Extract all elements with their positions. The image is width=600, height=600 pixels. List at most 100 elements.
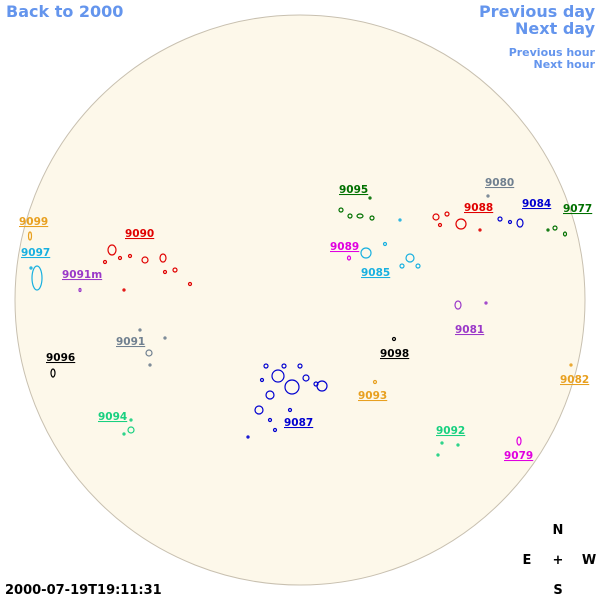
- region-label[interactable]: 9096: [46, 352, 75, 364]
- sunspot: [267, 417, 273, 423]
- sunspot: [382, 241, 388, 247]
- region-label[interactable]: 9098: [380, 348, 409, 360]
- sunspot: [569, 363, 573, 367]
- sunspot: [478, 228, 482, 232]
- sunspot: [172, 267, 178, 273]
- region-label[interactable]: 9093: [358, 390, 387, 402]
- region-label[interactable]: 9085: [361, 267, 390, 279]
- timestamp: 2000-07-19T19:11:31: [5, 583, 162, 598]
- sunspot: [145, 349, 153, 357]
- sunspot: [129, 418, 133, 422]
- sunspot: [78, 287, 82, 293]
- region-label[interactable]: 9081: [455, 324, 484, 336]
- sunspot: [436, 453, 440, 457]
- sunspot: [302, 374, 310, 382]
- sunspot: [107, 244, 117, 256]
- region-label[interactable]: 9089: [330, 241, 359, 253]
- region-label[interactable]: 9079: [504, 450, 533, 462]
- sunspot: [437, 222, 443, 228]
- sunspot: [405, 253, 415, 263]
- region-label[interactable]: 9091: [116, 336, 145, 348]
- sunspot: [187, 281, 193, 287]
- sunspot: [159, 253, 167, 263]
- sunspot: [148, 363, 152, 367]
- sunspot: [369, 215, 375, 221]
- region-label[interactable]: 9080: [485, 177, 514, 189]
- sunspot: [454, 300, 462, 310]
- sunspot: [372, 379, 378, 385]
- sunspot: [29, 266, 33, 270]
- sunspot: [360, 247, 372, 259]
- sunspot: [271, 369, 285, 383]
- sunspot: [122, 288, 126, 292]
- sunspot: [440, 441, 444, 445]
- previous-day-link[interactable]: Previous day: [479, 2, 596, 21]
- sunspot: [254, 405, 264, 415]
- region-label[interactable]: 9090: [125, 228, 154, 240]
- sunspot: [50, 368, 56, 378]
- compass-center: +: [553, 553, 564, 568]
- sunspot: [444, 211, 450, 217]
- sunspot: [297, 363, 303, 369]
- sunspot: [127, 253, 133, 259]
- compass-south: S: [553, 583, 562, 598]
- sunspot: [398, 218, 402, 222]
- sunspot: [141, 256, 149, 264]
- sunspot: [368, 196, 372, 200]
- region-label[interactable]: 9094: [98, 411, 127, 423]
- sunspot: [127, 426, 135, 434]
- sunspot: [313, 381, 319, 387]
- region-label[interactable]: 9088: [464, 202, 493, 214]
- back-link[interactable]: Back to 2000: [6, 2, 123, 21]
- region-label[interactable]: 9092: [436, 425, 465, 437]
- sunspot: [259, 377, 265, 383]
- next-day-link[interactable]: Next day: [515, 19, 596, 38]
- sunspot: [516, 218, 524, 228]
- sunspot: [122, 432, 126, 436]
- sunspot: [507, 219, 513, 225]
- sunspot: [456, 443, 460, 447]
- sunspot: [347, 213, 353, 219]
- sunspot: [546, 228, 550, 232]
- region-label[interactable]: 9087: [284, 417, 313, 429]
- sunspot: [486, 194, 490, 198]
- region-label[interactable]: 9091m: [62, 269, 102, 281]
- sunspot: [356, 213, 364, 219]
- sunspot: [281, 363, 287, 369]
- region-label[interactable]: 9095: [339, 184, 368, 196]
- sunspot: [552, 225, 558, 231]
- solar-disk: [14, 14, 586, 586]
- region-label[interactable]: 9082: [560, 374, 589, 386]
- sunspot: [432, 213, 440, 221]
- sunspot: [497, 216, 503, 222]
- sunspot: [162, 269, 168, 275]
- sunspot: [246, 435, 250, 439]
- next-hour-link[interactable]: Next hour: [534, 58, 596, 71]
- sunspot: [484, 301, 488, 305]
- sunspot: [415, 263, 421, 269]
- sunspot: [346, 255, 352, 261]
- previous-hour-link[interactable]: Previous hour: [509, 46, 596, 59]
- sunspot: [338, 207, 344, 213]
- sunspot: [102, 259, 108, 265]
- sunspot: [31, 265, 43, 291]
- compass-east: E: [523, 553, 532, 568]
- region-label[interactable]: 9097: [21, 247, 50, 259]
- region-label[interactable]: 9077: [563, 203, 592, 215]
- sunspot: [263, 363, 269, 369]
- sunspot: [265, 390, 275, 400]
- sunspot: [284, 379, 300, 395]
- sunspot: [391, 336, 397, 342]
- sunspot: [455, 218, 467, 230]
- sunspot: [516, 436, 522, 446]
- sunspot: [399, 263, 405, 269]
- sunspot: [287, 407, 293, 413]
- sunspot: [138, 328, 142, 332]
- sunspot: [272, 427, 278, 433]
- sunspot: [163, 336, 167, 340]
- compass-west: W: [582, 553, 596, 568]
- region-label[interactable]: 9099: [19, 216, 48, 228]
- sunspot: [27, 231, 33, 241]
- region-label[interactable]: 9084: [522, 198, 551, 210]
- sunspot: [117, 255, 123, 261]
